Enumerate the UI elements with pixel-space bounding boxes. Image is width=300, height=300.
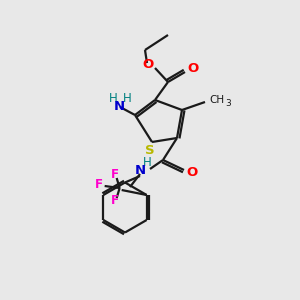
Text: N: N (113, 100, 124, 112)
Text: O: O (188, 62, 199, 76)
Text: S: S (145, 143, 155, 157)
Text: F: F (111, 194, 119, 206)
Text: O: O (186, 166, 198, 178)
Text: O: O (142, 58, 154, 71)
Text: F: F (95, 178, 103, 191)
Text: N: N (134, 164, 146, 176)
Text: H: H (142, 155, 152, 169)
Text: H: H (123, 92, 131, 106)
Text: 3: 3 (225, 98, 231, 107)
Text: F: F (111, 169, 119, 182)
Text: H: H (109, 92, 117, 106)
Text: CH: CH (209, 95, 225, 105)
